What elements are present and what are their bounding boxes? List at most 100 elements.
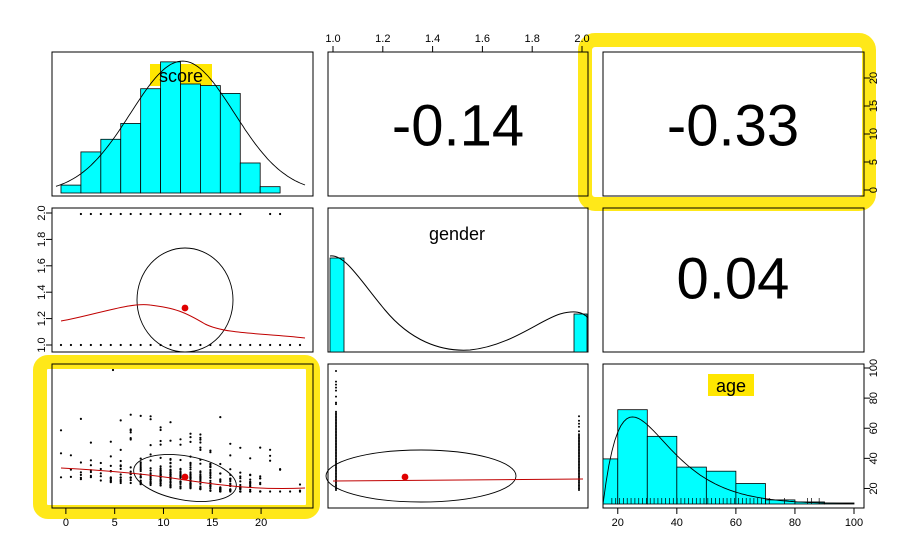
scatter-point: [335, 401, 337, 404]
scatter-point: [335, 416, 337, 419]
scatter-point: [199, 488, 202, 491]
scatter-point: [69, 475, 72, 478]
right_bottom-tick-label: 20: [868, 482, 880, 494]
scatter-point: [578, 440, 580, 443]
bottom_right-tick-label: 100: [845, 517, 863, 529]
scatter-point: [149, 343, 152, 347]
gender-label: gender: [429, 224, 485, 244]
scatter-point: [179, 485, 182, 489]
scatter-point: [99, 461, 102, 465]
scatter-point: [335, 454, 337, 457]
scatter-point: [129, 431, 132, 434]
bottom_left-tick-label: 5: [112, 517, 118, 529]
scatter-point: [335, 403, 337, 406]
scatter-point: [199, 477, 202, 480]
panel-gender-diagonal: [327, 207, 589, 353]
scatter-point: [335, 430, 337, 433]
scatter-point: [189, 471, 192, 474]
scatter-point: [259, 446, 262, 449]
scatter-point: [169, 343, 172, 347]
scatter-point: [578, 434, 580, 437]
scatter-point: [249, 473, 252, 476]
scatter-point: [578, 415, 580, 418]
scatter-point: [335, 440, 337, 443]
scatter-point: [298, 343, 302, 347]
scatter-point: [335, 461, 337, 464]
scatter-point: [119, 448, 122, 451]
scatter-point: [279, 490, 282, 493]
scatter-point: [89, 343, 92, 347]
scatter-point: [199, 473, 202, 476]
highlight-mark-age-label: [708, 374, 754, 396]
right_top-tick-label: 10: [868, 128, 880, 140]
scatter-point: [289, 490, 292, 493]
scatter-point: [189, 474, 192, 477]
scatter-point: [578, 458, 580, 461]
scatter-point: [578, 443, 580, 446]
scatter-point: [139, 461, 142, 464]
scatter-point: [169, 471, 172, 474]
scatter-ellipse: [133, 454, 237, 502]
scatter-point: [199, 438, 202, 441]
bottom_right-tick-label: 80: [789, 517, 801, 529]
scatter-point: [578, 419, 580, 422]
scatter-mean-point: [401, 473, 409, 481]
scatter-point: [335, 442, 337, 445]
scatter-ellipse: [325, 449, 517, 503]
scatter-point: [578, 466, 580, 469]
scatter-point: [89, 474, 92, 477]
scatter-point: [229, 479, 232, 483]
scatter-point: [249, 488, 252, 491]
scatter-point: [335, 418, 337, 421]
scatter-point: [335, 386, 337, 389]
scatter-point: [335, 421, 337, 424]
scatter-point: [578, 479, 580, 482]
scatter-point: [149, 476, 152, 479]
age-hist-bar: [646, 435, 678, 505]
scatter-point: [149, 444, 152, 447]
scatter-point: [219, 490, 222, 493]
scatter-point: [335, 466, 337, 469]
left_middle-tick-label: 1.2: [36, 311, 48, 326]
scatter-point: [99, 212, 102, 216]
gender-density-curve: [329, 255, 589, 351]
age-hist-bar: [676, 466, 707, 505]
scatter-point: [129, 479, 132, 482]
scatter-point: [335, 422, 337, 425]
scatter-point: [249, 484, 252, 487]
scatter-point: [298, 483, 302, 486]
scatter-point: [239, 475, 242, 478]
scatter-point: [335, 446, 337, 449]
scatter-loess-line: [332, 478, 584, 482]
scatter-point: [109, 476, 112, 480]
top-tick-label: 1.8: [525, 33, 540, 45]
bottom_left-tick-label: 15: [206, 517, 218, 529]
scatter-point: [189, 463, 192, 467]
scatter-point: [189, 461, 192, 464]
scatter-point: [199, 462, 202, 465]
scatter-point: [79, 212, 82, 216]
scatter-point: [578, 446, 580, 449]
cor-value-score-age: -0.33: [667, 93, 799, 158]
scatter-point: [179, 343, 182, 347]
scatter-point: [335, 427, 337, 430]
scatter-point: [109, 440, 112, 443]
right_bottom-tick-label: 60: [868, 422, 880, 434]
score-hist-bar: [219, 93, 241, 194]
scatter-point: [109, 212, 112, 216]
gender-hist-bar: [573, 313, 588, 353]
scatter-point: [219, 343, 222, 347]
scatter-point: [335, 425, 337, 428]
top-tick-label: 1.0: [325, 33, 340, 45]
bottom_left-tick-label: 20: [255, 517, 267, 529]
age-density-curve: [602, 416, 854, 505]
left_middle-tick-label: 1.0: [36, 337, 48, 352]
scatter-point: [189, 436, 192, 439]
scatter-point: [59, 476, 63, 479]
scatter-point: [129, 470, 132, 473]
scatter-point: [578, 451, 580, 454]
scatter-point: [578, 448, 580, 451]
scatter-point: [189, 343, 192, 347]
scatter-point: [139, 462, 142, 466]
